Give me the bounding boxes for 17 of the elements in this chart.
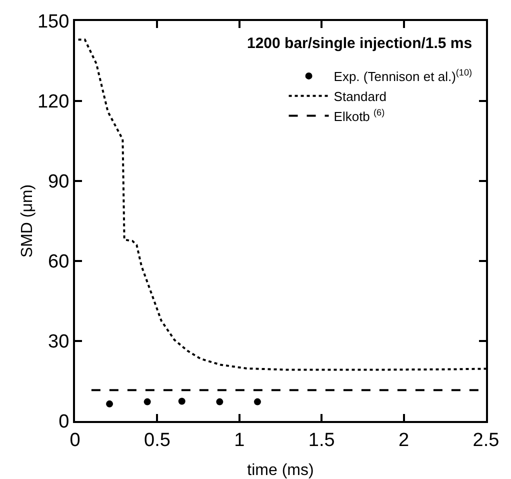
x-tick-label: 2.5: [472, 430, 500, 451]
y-tick-label: 150: [37, 12, 70, 33]
y-tick-label: 0: [58, 412, 70, 433]
y-axis-title: SMD (μm): [19, 184, 36, 258]
x-tick-label: 1.5: [308, 430, 335, 451]
legend-label: Exp. (Tennison et al.)$^{(10)}$: [334, 68, 472, 84]
text: 1200 bar/single injection/1.5 ms: [247, 35, 472, 52]
x-tick-label: 0.5: [144, 430, 170, 451]
y-tick-label: 120: [37, 92, 70, 113]
x-tick-label: 2: [398, 430, 410, 451]
x-axis-title: time (ms): [247, 462, 314, 479]
x-tick-label: 1: [234, 430, 245, 451]
legend-label: Standard: [334, 88, 387, 104]
legend-label: Elkotb $^{(6)}$: [334, 107, 385, 124]
y-tick-label: 60: [48, 252, 70, 273]
y-tick-label: 30: [48, 332, 70, 353]
y-tick-label: 90: [48, 172, 70, 193]
